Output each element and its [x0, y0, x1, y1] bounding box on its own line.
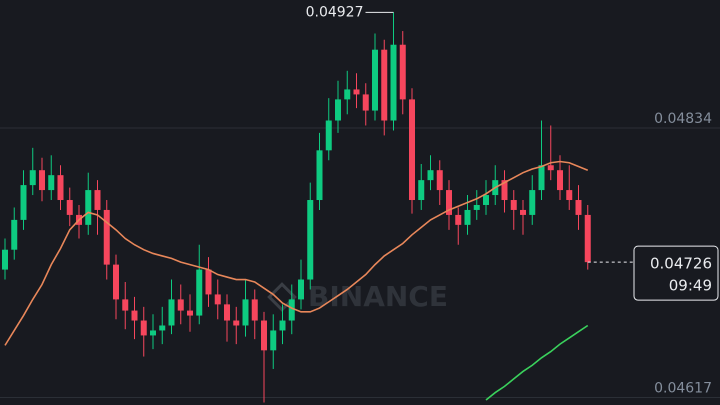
candle-body	[409, 99, 415, 201]
candle-body	[214, 294, 221, 305]
candle-body	[436, 170, 443, 191]
candle-body	[381, 49, 388, 121]
candle-body	[455, 214, 462, 225]
candle-body	[566, 190, 573, 201]
candle-body	[2, 249, 8, 270]
candle-body	[427, 170, 434, 181]
candle-body	[233, 320, 240, 326]
ma-line	[4, 160, 589, 346]
high-label: 0.04927	[306, 4, 364, 20]
candle-body	[224, 304, 230, 321]
candle-body	[298, 279, 304, 300]
candle-body	[140, 320, 147, 336]
candle-body	[20, 185, 27, 220]
candle-body	[279, 320, 286, 331]
candle-body	[288, 299, 295, 321]
candle-body	[270, 330, 277, 351]
candle-body	[113, 264, 119, 300]
candle-body	[242, 299, 249, 326]
candle-body	[464, 209, 471, 225]
candle-body	[122, 299, 129, 311]
last-price-label: 0.04726	[650, 255, 712, 273]
candle-body	[473, 204, 480, 210]
watermark: BINANCE	[308, 280, 448, 313]
candle-body	[29, 170, 36, 186]
candle-body	[48, 175, 55, 191]
candle-body	[575, 200, 582, 215]
candle-body	[538, 165, 545, 191]
candle-body	[501, 180, 508, 201]
candle-body	[399, 44, 406, 100]
candle-body	[353, 89, 360, 95]
candle-body	[159, 325, 166, 331]
candle-body	[39, 170, 45, 191]
candle-body	[177, 299, 184, 311]
candle-body	[316, 150, 323, 201]
candle-body	[11, 219, 18, 250]
candle-body	[94, 190, 101, 210]
candle-body	[557, 170, 563, 191]
candle-body	[483, 195, 489, 205]
candle-body	[390, 44, 397, 121]
candle-body	[187, 310, 193, 316]
ma-line	[485, 324, 589, 401]
candle-body	[547, 165, 554, 171]
candle-body	[66, 200, 73, 215]
candle-body	[196, 269, 203, 316]
candle-body	[446, 190, 452, 215]
candle-body	[307, 200, 314, 280]
candle-body	[251, 299, 258, 321]
candle-body	[335, 99, 341, 121]
candle-body	[372, 49, 378, 111]
candle-body	[418, 180, 425, 201]
candle-body	[325, 120, 332, 151]
candle-body	[529, 190, 536, 215]
candle-body	[150, 330, 156, 336]
candle-body	[344, 89, 351, 100]
candle-body	[103, 209, 110, 265]
candle-body	[205, 269, 212, 295]
candle-body	[131, 310, 138, 321]
candle-body	[584, 214, 591, 263]
candle-body	[85, 190, 92, 225]
candle-body	[520, 209, 526, 215]
candle-body	[57, 175, 64, 201]
last-price-box	[633, 245, 719, 301]
watermark-logo	[267, 282, 297, 312]
candle-body	[362, 94, 369, 111]
candle-body	[510, 200, 517, 210]
candle-body	[168, 299, 175, 326]
y-tick-label: 0.04834	[654, 111, 712, 127]
candle-body	[261, 320, 267, 351]
y-tick-label: 0.04617	[654, 381, 712, 397]
countdown-label: 09:49	[669, 277, 712, 295]
